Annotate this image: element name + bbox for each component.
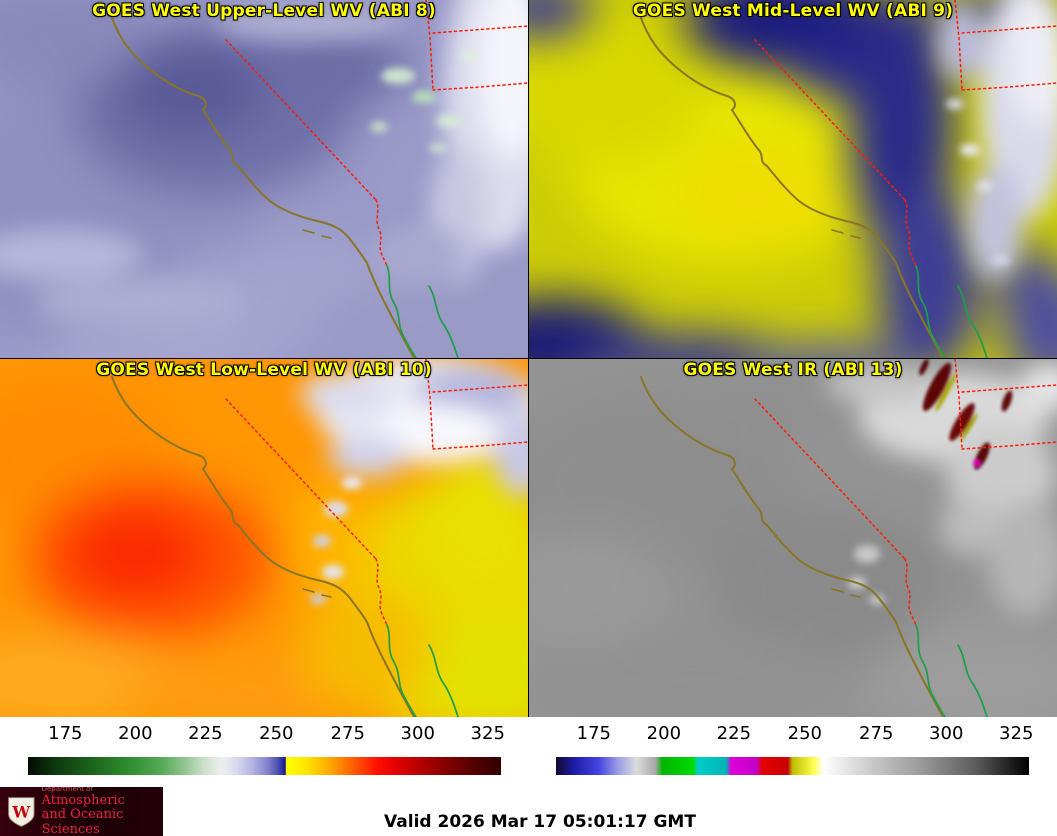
tick-label: 175 (576, 723, 612, 744)
wv-colorbar-gradient (27, 757, 501, 775)
wv-colorbar-ticks: 175 200 225 250 275 300 325 (28, 717, 505, 785)
cold-cloud-top-enhancement (919, 359, 1013, 470)
ir-image (529, 359, 1057, 717)
logo-dept-line1: Atmospheric (41, 792, 125, 808)
tick-label: 325 (470, 723, 505, 744)
mid-level-wv-image (529, 0, 1057, 358)
uw-crest-icon: W (8, 796, 35, 827)
svg-text:W: W (11, 802, 31, 821)
low-level-wv-image (0, 359, 528, 717)
tick-label: 300 (929, 723, 964, 744)
tick-label: 250 (259, 723, 294, 744)
ir-colorbar-ticks: 175 200 225 250 275 300 325 (556, 717, 1034, 785)
tick-label: 325 (999, 723, 1034, 744)
ir-colorbar: 175 200 225 250 275 300 325 (556, 717, 1034, 785)
upper-level-wv-image (0, 0, 528, 358)
tick-label: 275 (330, 723, 365, 744)
tick-label: 175 (48, 723, 83, 744)
satellite-panel-grid: GOES West Upper-Level WV (ABI 8) (0, 0, 1057, 717)
panel-mid-level-wv: GOES West Mid-Level WV (ABI 9) (529, 0, 1057, 358)
wv-colorbar: 175 200 225 250 275 300 325 (27, 717, 505, 785)
logo-dept-line2: and Oceanic Sciences (41, 807, 124, 836)
tick-label: 225 (716, 723, 752, 744)
tick-label: 200 (646, 723, 682, 744)
tick-label: 275 (859, 723, 894, 744)
panel-title-low-wv: GOES West Low-Level WV (ABI 10) (96, 360, 432, 380)
logo-dept-prefix: Department of (41, 787, 93, 794)
tick-label: 250 (787, 723, 822, 744)
panel-title-upper-wv: GOES West Upper-Level WV (ABI 8) (92, 1, 436, 21)
panel-title-ir: GOES West IR (ABI 13) (683, 360, 903, 380)
footer: W Department of Atmospheric and Oceanic … (0, 785, 1057, 836)
panel-low-level-wv: GOES West Low-Level WV (ABI 10) (0, 359, 528, 717)
ir-colorbar-gradient (556, 757, 1029, 775)
panel-title-mid-wv: GOES West Mid-Level WV (ABI 9) (632, 1, 954, 21)
tick-label: 225 (188, 723, 223, 744)
valid-time: Valid 2026 Mar 17 05:01:17 GMT (384, 812, 696, 832)
tick-label: 200 (118, 723, 153, 744)
uw-aos-logo: W Department of Atmospheric and Oceanic … (0, 787, 163, 836)
logo-text: Department of Atmospheric and Oceanic Sc… (42, 787, 156, 836)
panel-ir: GOES West IR (ABI 13) (529, 359, 1057, 717)
tick-label: 300 (400, 723, 435, 744)
panel-upper-level-wv: GOES West Upper-Level WV (ABI 8) (0, 0, 528, 358)
colorbar-strip: 175 200 225 250 275 300 325 175 200 225 … (0, 717, 1057, 785)
